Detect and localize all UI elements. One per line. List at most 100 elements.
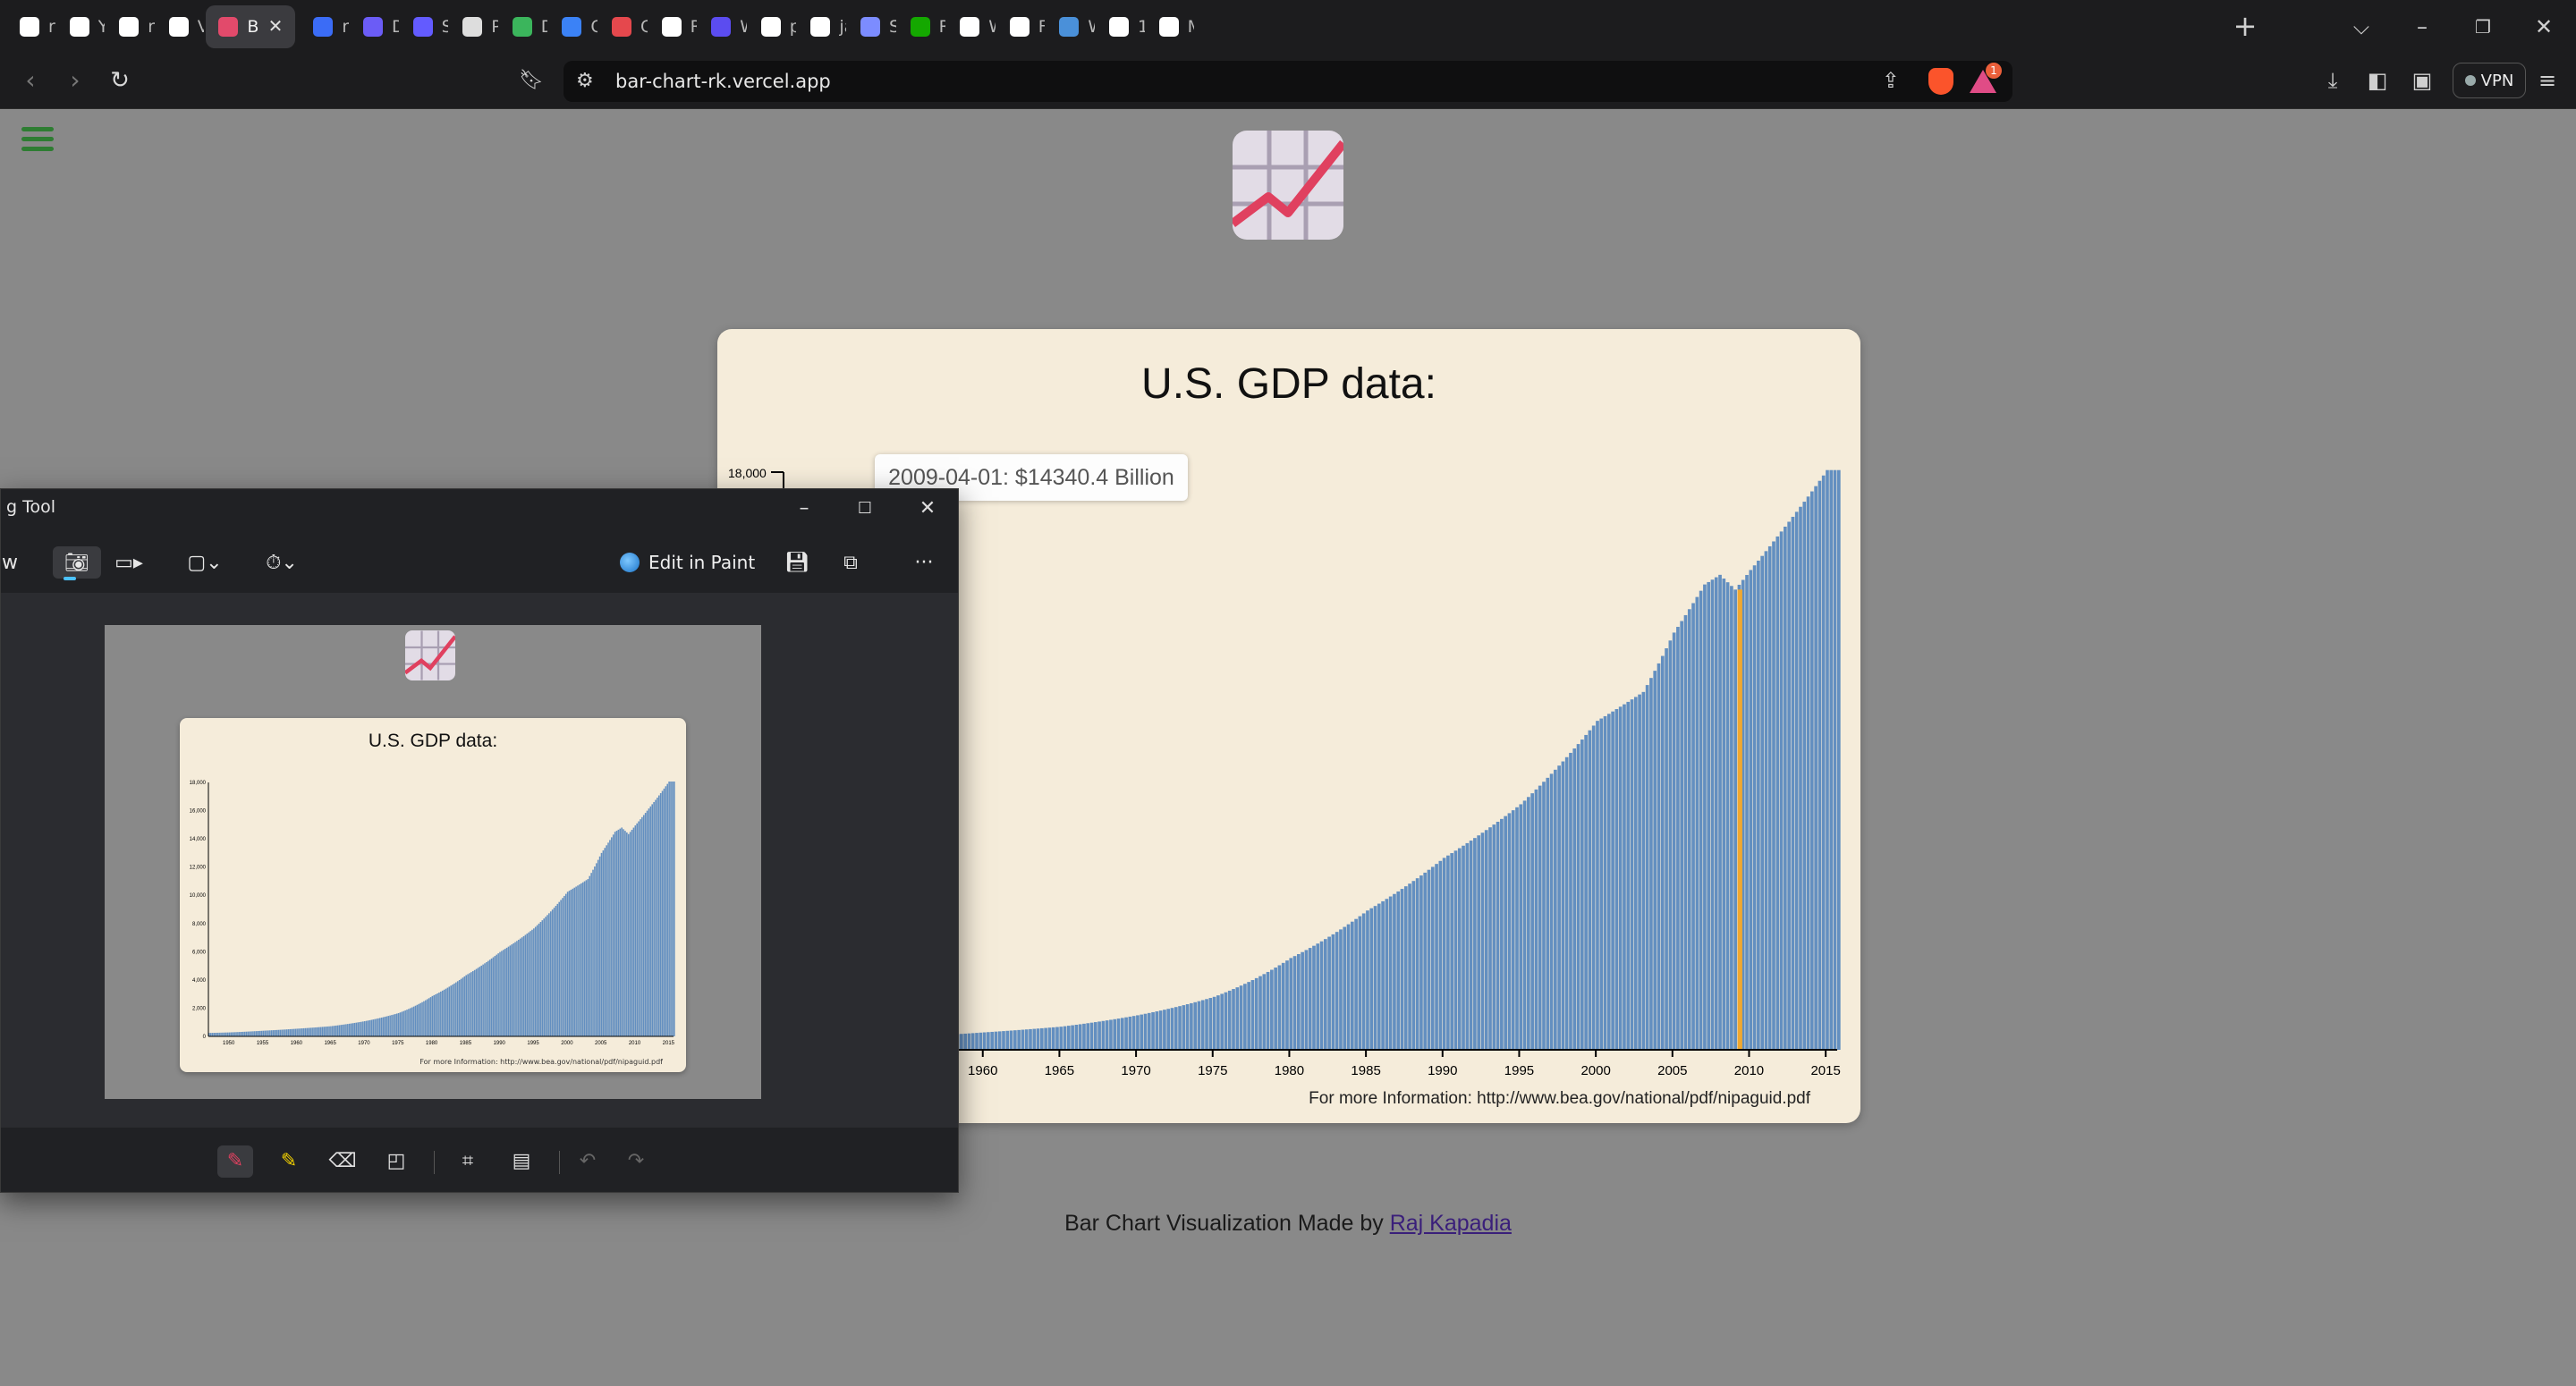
bar[interactable] bbox=[1504, 816, 1507, 1050]
bar[interactable] bbox=[1323, 939, 1327, 1050]
bar[interactable] bbox=[1802, 502, 1807, 1050]
bar[interactable] bbox=[1576, 744, 1580, 1050]
bar[interactable] bbox=[1623, 704, 1626, 1050]
tab-14[interactable]: Welc bbox=[699, 5, 747, 48]
bar[interactable] bbox=[1285, 960, 1289, 1050]
bar[interactable] bbox=[1216, 995, 1220, 1050]
bar[interactable] bbox=[1262, 974, 1267, 1050]
bar[interactable] bbox=[1665, 648, 1668, 1050]
minimize-button[interactable]: – bbox=[2417, 14, 2428, 39]
edit-in-paint-button[interactable]: Edit in Paint bbox=[620, 546, 755, 579]
bar[interactable] bbox=[1484, 830, 1488, 1050]
snip-shape-icon[interactable]: ▢⌄ bbox=[187, 551, 223, 574]
bar[interactable] bbox=[1408, 883, 1411, 1050]
bar[interactable] bbox=[1435, 864, 1438, 1050]
bar[interactable] bbox=[1649, 678, 1653, 1050]
shapes-icon[interactable]: ◰ bbox=[386, 1150, 406, 1172]
bar[interactable] bbox=[1158, 1010, 1163, 1050]
bar[interactable] bbox=[1250, 980, 1255, 1050]
bar[interactable] bbox=[1163, 1010, 1166, 1050]
tab-16[interactable]: jame bbox=[798, 5, 846, 48]
bar[interactable] bbox=[1393, 893, 1396, 1050]
highlighter-icon[interactable]: ✎ bbox=[280, 1150, 298, 1172]
address-bar[interactable]: ⚙ bar-chart-rk.vercel.app ⇪ 1 bbox=[564, 61, 2012, 102]
reload-button[interactable]: ↻ bbox=[110, 67, 130, 94]
url-text[interactable]: bar-chart-rk.vercel.app bbox=[615, 71, 831, 92]
bar[interactable] bbox=[1403, 886, 1408, 1050]
bar[interactable] bbox=[1818, 480, 1822, 1050]
brave-shields-icon[interactable] bbox=[1928, 68, 1953, 95]
bar[interactable] bbox=[1826, 469, 1829, 1050]
hamburger-menu-icon[interactable] bbox=[21, 127, 54, 154]
bar[interactable] bbox=[1584, 734, 1588, 1050]
bar[interactable] bbox=[1032, 1028, 1037, 1050]
bar[interactable] bbox=[1036, 1028, 1040, 1050]
bar[interactable] bbox=[1757, 561, 1760, 1050]
bar[interactable] bbox=[1672, 632, 1676, 1050]
bar[interactable] bbox=[1308, 948, 1312, 1050]
video-icon[interactable]: ▭▸ bbox=[114, 551, 143, 574]
bar[interactable] bbox=[1258, 976, 1262, 1050]
bar[interactable] bbox=[1703, 584, 1707, 1050]
bar[interactable] bbox=[1190, 1002, 1193, 1050]
bar[interactable] bbox=[1093, 1022, 1097, 1050]
bar[interactable] bbox=[975, 1033, 979, 1050]
bar[interactable] bbox=[1051, 1027, 1055, 1050]
bar[interactable] bbox=[1446, 855, 1450, 1050]
bar[interactable] bbox=[1415, 878, 1419, 1050]
bar[interactable] bbox=[1147, 1012, 1151, 1050]
bar[interactable] bbox=[1473, 838, 1477, 1050]
bar[interactable] bbox=[1745, 575, 1749, 1050]
bar[interactable] bbox=[1358, 916, 1362, 1050]
maximize-button[interactable]: ☐ bbox=[857, 499, 873, 518]
bar[interactable] bbox=[1086, 1023, 1090, 1050]
bar[interactable] bbox=[1266, 971, 1270, 1050]
bar[interactable] bbox=[1013, 1030, 1017, 1050]
tab-17[interactable]: Smol bbox=[848, 5, 896, 48]
bar[interactable] bbox=[1626, 701, 1631, 1050]
bar[interactable] bbox=[1373, 906, 1377, 1050]
bar[interactable] bbox=[1109, 1019, 1113, 1050]
bar[interactable] bbox=[1741, 579, 1745, 1050]
bar[interactable] bbox=[1519, 804, 1523, 1050]
bar[interactable] bbox=[1113, 1018, 1117, 1050]
bar[interactable] bbox=[1837, 469, 1841, 1050]
bar[interactable] bbox=[1193, 1001, 1198, 1050]
bar[interactable] bbox=[1174, 1007, 1178, 1050]
bar[interactable] bbox=[1343, 926, 1347, 1050]
bar[interactable] bbox=[1791, 516, 1795, 1050]
bar[interactable] bbox=[1699, 590, 1703, 1050]
bar[interactable] bbox=[1040, 1027, 1044, 1050]
bar[interactable] bbox=[1707, 581, 1711, 1050]
bar[interactable] bbox=[1453, 850, 1458, 1050]
bar[interactable] bbox=[1021, 1029, 1025, 1050]
bar[interactable] bbox=[1767, 545, 1772, 1050]
bar[interactable] bbox=[1749, 570, 1753, 1050]
bar[interactable] bbox=[1784, 526, 1787, 1050]
bar[interactable] bbox=[1220, 993, 1224, 1050]
bar[interactable] bbox=[1488, 827, 1492, 1050]
bar[interactable] bbox=[1572, 748, 1577, 1050]
bar[interactable] bbox=[1029, 1028, 1032, 1050]
bar[interactable] bbox=[1243, 984, 1247, 1050]
bar[interactable] bbox=[1500, 818, 1504, 1050]
tab-search-icon[interactable]: ⌵ bbox=[2352, 14, 2370, 39]
bar[interactable] bbox=[1538, 785, 1542, 1050]
bar[interactable] bbox=[1730, 586, 1733, 1050]
bar[interactable] bbox=[1170, 1008, 1174, 1050]
bar[interactable] bbox=[1182, 1005, 1186, 1050]
bar[interactable] bbox=[1760, 555, 1764, 1050]
bar[interactable] bbox=[1331, 934, 1335, 1050]
ballpoint-pen-icon[interactable]: ✎ bbox=[217, 1145, 253, 1178]
share-icon[interactable]: ⇪ bbox=[1881, 68, 1900, 93]
tab-8[interactable]: Strip bbox=[401, 5, 448, 48]
close-button[interactable]: ✕ bbox=[919, 497, 936, 520]
bar[interactable] bbox=[1787, 521, 1791, 1050]
bar[interactable] bbox=[1606, 714, 1611, 1050]
bar[interactable] bbox=[1178, 1006, 1182, 1050]
bar[interactable] bbox=[1361, 913, 1366, 1050]
bar[interactable] bbox=[1557, 765, 1561, 1050]
bar[interactable] bbox=[1821, 475, 1826, 1050]
bar[interactable] bbox=[1564, 756, 1569, 1050]
bar[interactable] bbox=[1197, 1001, 1201, 1050]
